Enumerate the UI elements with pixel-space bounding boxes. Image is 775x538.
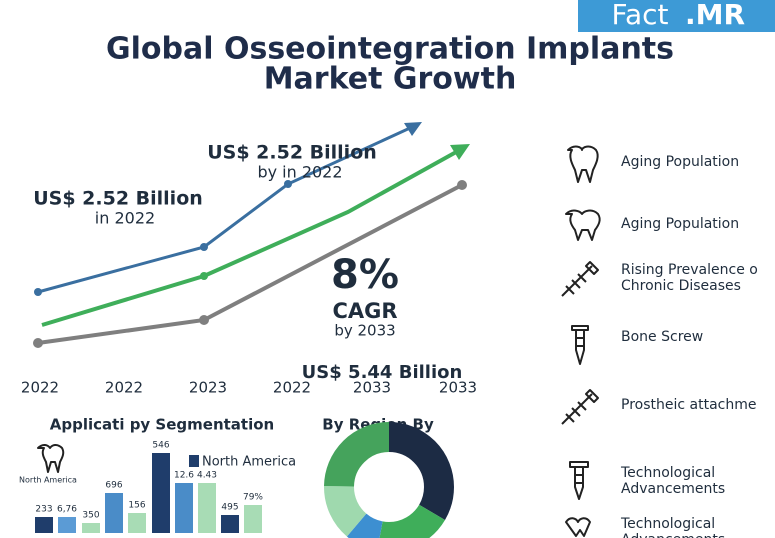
line — [41, 149, 459, 327]
legend-swatch — [189, 455, 199, 467]
tooth-icon — [565, 209, 601, 241]
x-label: 2033 — [439, 379, 477, 397]
tooth-icon — [37, 444, 65, 473]
growth-lines — [33, 122, 470, 348]
annotation: by 2033 — [334, 322, 395, 340]
screw-icon — [571, 325, 589, 365]
bar — [221, 515, 239, 533]
brand-name: Fact — [611, 0, 668, 31]
screw-icon — [569, 461, 589, 500]
driver-label: Advancements — [621, 532, 725, 538]
driver-label: Chronic Diseases — [621, 278, 741, 294]
driver-label: Technological — [620, 465, 715, 481]
title: Market Growth — [264, 62, 517, 97]
bar — [175, 483, 193, 533]
tooth-icon — [565, 517, 591, 537]
dot — [200, 243, 208, 251]
brand-box — [578, 0, 775, 32]
arrow — [404, 122, 422, 136]
driver-list: Aging Population Aging Population Rising P… — [561, 145, 758, 538]
bar — [198, 483, 216, 533]
cagr-value: 8% — [331, 252, 399, 298]
dot — [457, 180, 467, 190]
annotation: US$ 2.52 Billion — [207, 142, 377, 164]
bar-label: 350 — [82, 511, 99, 521]
x-label: 2022 — [273, 379, 311, 397]
icon-label: North America — [19, 476, 77, 485]
driver-label: Bone Screw — [621, 329, 703, 345]
tooth-icon — [567, 145, 599, 183]
dot — [34, 288, 42, 296]
dot — [33, 338, 43, 348]
dot — [284, 180, 292, 188]
annotation: US$ 2.52 Billion — [33, 188, 203, 210]
bars: 233 6,76 350 696 156 546 12.6 4.43 495 79% — [35, 441, 263, 533]
driver-label: Rising Prevalence o — [621, 262, 758, 278]
bar — [105, 493, 123, 533]
bar-label: 495 — [221, 503, 238, 513]
donut-segment — [324, 422, 454, 538]
driver-label: Aging Population — [621, 216, 739, 232]
line — [37, 126, 411, 294]
bar-label: 4.43 — [197, 471, 217, 481]
bar-label: 696 — [105, 481, 122, 491]
bar-label: 6,76 — [57, 505, 77, 515]
bar — [244, 505, 262, 533]
bar-label: 233 — [35, 505, 52, 515]
bar-label: 546 — [152, 441, 169, 451]
dot — [200, 272, 208, 280]
bar — [35, 517, 53, 533]
bar — [82, 523, 100, 533]
x-label: 2023 — [189, 379, 227, 397]
bar-label: 12.6 — [174, 471, 194, 481]
donut — [324, 422, 454, 538]
cagr-label: CAGR — [332, 299, 397, 323]
x-label: 2033 — [353, 379, 391, 397]
bar-label: 79% — [243, 493, 263, 503]
x-label: 2022 — [105, 379, 143, 397]
donut-segment — [324, 422, 454, 538]
bar-label: 156 — [128, 501, 145, 511]
driver-label: Advancements — [621, 481, 725, 497]
bar — [128, 513, 146, 533]
implant-icon — [561, 389, 599, 425]
driver-label: Prostheic attachme — [621, 397, 756, 413]
x-label: 2022 — [21, 379, 59, 397]
donut-segment — [324, 422, 454, 538]
legend-label: North America — [202, 455, 296, 470]
bar — [152, 453, 170, 533]
arrow — [450, 144, 470, 160]
annotation: in 2022 — [95, 209, 155, 228]
segmentation-title: Applicati py Segmentation — [50, 416, 274, 434]
annotation: by in 2022 — [257, 163, 342, 182]
x-labels: 2022 2022 2023 2022 2033 2033 — [21, 379, 477, 397]
implant-icon — [561, 261, 599, 297]
bar — [58, 517, 76, 533]
driver-label: Aging Population — [621, 154, 739, 170]
dot — [199, 315, 209, 325]
title: Global Osseointegration Implants — [106, 32, 674, 67]
brand-suffix: .MR — [685, 0, 745, 31]
annotation: US$ 5.44 Billion — [302, 362, 463, 383]
driver-label: Technological — [620, 516, 715, 532]
